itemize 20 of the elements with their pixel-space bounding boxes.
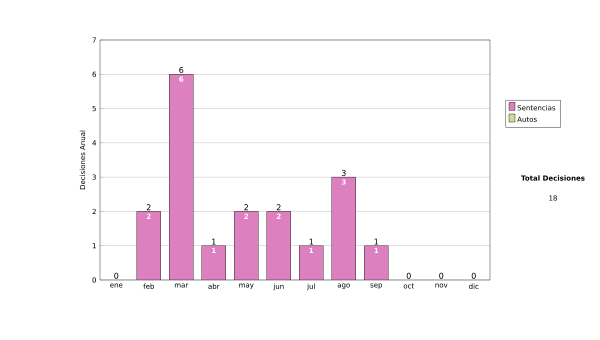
bar bbox=[332, 176, 356, 280]
total-label: 1 bbox=[212, 238, 216, 244]
bar bbox=[136, 211, 161, 280]
bar bbox=[364, 246, 388, 280]
total-label: 0 bbox=[472, 272, 476, 279]
total-label: 6 bbox=[179, 67, 184, 74]
total-label: 0 bbox=[114, 272, 118, 279]
total-label: 1 bbox=[310, 238, 314, 244]
bar bbox=[266, 211, 291, 280]
total-label: 0 bbox=[439, 272, 444, 279]
total-label: 2 bbox=[146, 204, 150, 210]
bar bbox=[202, 246, 226, 280]
total-label: 2 bbox=[244, 204, 248, 210]
bar bbox=[169, 74, 194, 280]
total-label: 1 bbox=[374, 238, 378, 244]
bar bbox=[234, 211, 258, 280]
total-label: 3 bbox=[342, 170, 346, 176]
total-label: 2 bbox=[276, 204, 280, 210]
total-label: 0 bbox=[406, 272, 411, 279]
bar bbox=[299, 246, 324, 280]
